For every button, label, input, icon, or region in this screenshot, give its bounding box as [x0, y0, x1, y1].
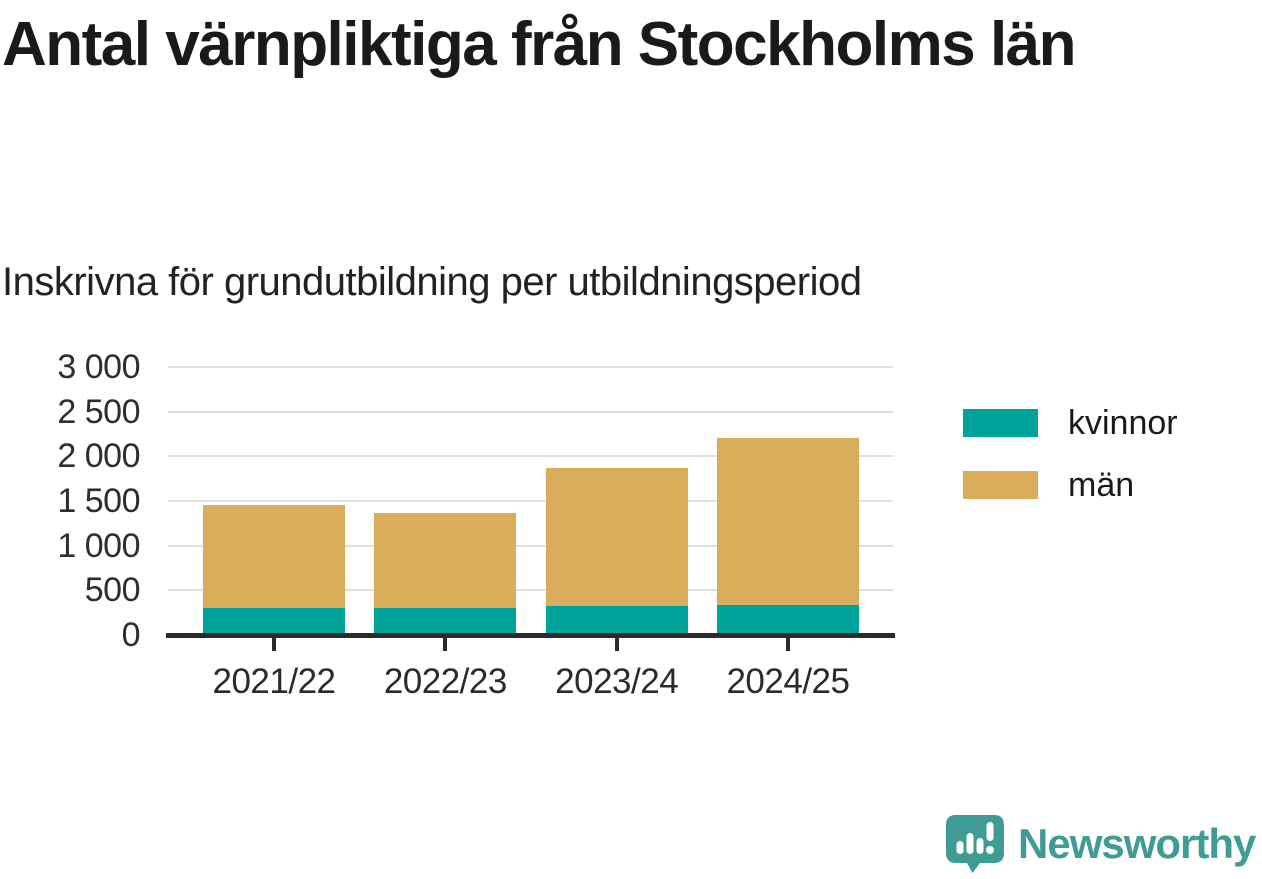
gridline [168, 455, 893, 458]
x-axis-tick [614, 637, 619, 651]
bar-segment-kvinnor [545, 606, 688, 635]
bar-segment-män [203, 504, 345, 609]
bar-segment-kvinnor [716, 604, 859, 635]
x-axis-tick [785, 637, 790, 651]
y-axis-tick-label: 2 000 [57, 437, 140, 476]
x-axis-tick-label: 2023/24 [555, 662, 679, 701]
y-axis-tick-label: 500 [84, 571, 141, 610]
bar-segment-kvinnor [203, 608, 345, 635]
gridline [168, 589, 893, 592]
legend-swatch-icon [963, 409, 1038, 437]
speech-bubble-bar-chart-icon [946, 815, 1004, 873]
bar-segment-män [374, 512, 517, 609]
x-axis-tick [443, 637, 448, 651]
y-axis-tick-label: 1 500 [57, 482, 140, 520]
chart-subtitle: Inskrivna för grundutbildning per utbild… [2, 260, 862, 304]
y-axis-tick-label: 1 000 [57, 526, 140, 565]
gridline [168, 500, 893, 502]
y-axis-tick-label: 0 [121, 616, 141, 654]
gridline [168, 366, 893, 368]
chart-title: Antal värnpliktiga från Stockholms län [2, 10, 1077, 79]
y-axis-tick-label: 2 500 [57, 392, 140, 431]
bar-segment-män [716, 437, 859, 605]
x-axis-tick [272, 637, 276, 651]
chart-legend: kvinnor män [963, 406, 1178, 530]
legend-item: män [963, 468, 1178, 502]
gridline [168, 544, 893, 547]
legend-label: män [1068, 466, 1135, 504]
newsworthy-logo: Newsworthy [946, 815, 1256, 873]
x-axis-line [166, 632, 895, 638]
y-axis-tick-label: 3 000 [57, 348, 140, 386]
x-axis-tick-label: 2024/25 [726, 662, 850, 701]
legend-item: kvinnor [963, 406, 1178, 440]
x-axis-tick-label: 2022/23 [383, 662, 508, 701]
brand-name: Newsworthy [1018, 820, 1256, 867]
bar-segment-män [545, 467, 688, 607]
x-axis-tick-label: 2021/22 [212, 662, 336, 701]
legend-swatch-icon [963, 471, 1038, 499]
legend-label: kvinnor [1068, 404, 1178, 442]
gridline [168, 410, 893, 413]
bar-segment-kvinnor [374, 608, 517, 635]
